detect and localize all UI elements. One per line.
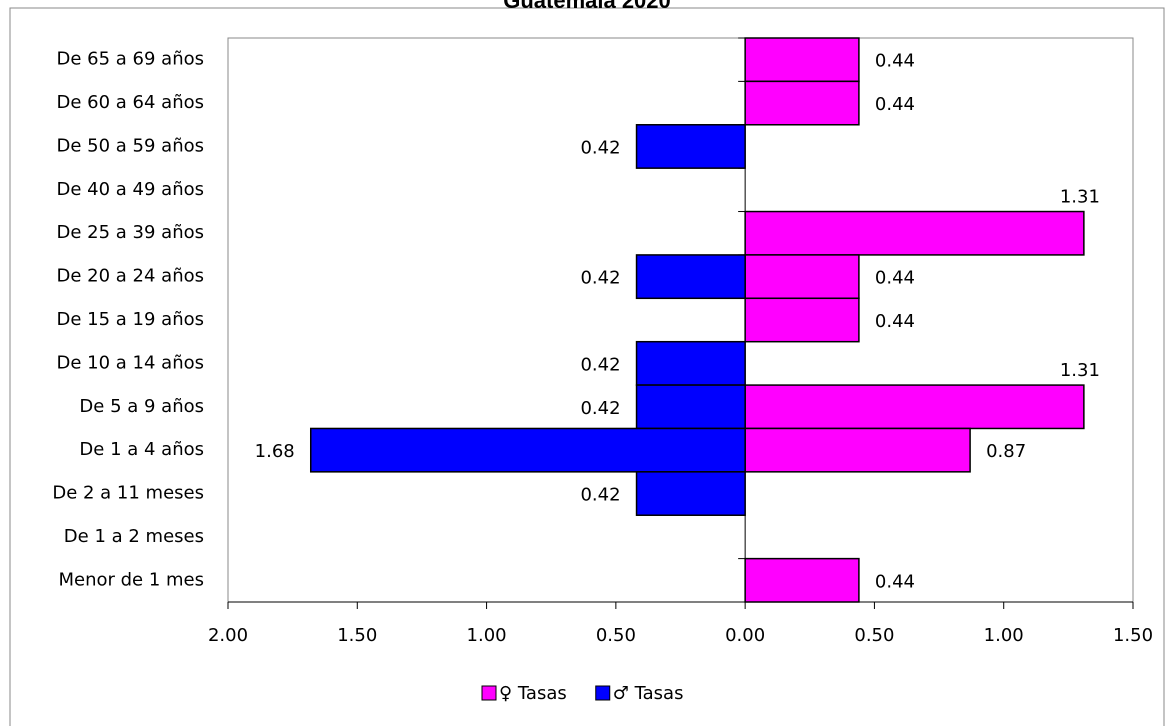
bar [309, 427, 746, 473]
bar [744, 427, 971, 473]
data-label: 0.44 [875, 51, 915, 72]
y-tick-label: De 1 a 2 meses [64, 526, 204, 547]
data-label: 1.31 [1060, 187, 1100, 208]
plot-area [227, 37, 1134, 603]
x-tick-label: 1.50 [337, 625, 377, 646]
bar [744, 210, 1085, 256]
bar [744, 254, 860, 300]
y-tick-label: De 40 a 49 años [57, 179, 205, 200]
y-tick-label: De 15 a 19 años [57, 309, 205, 330]
bar [635, 254, 746, 300]
x-tick-label: 0.00 [725, 625, 765, 646]
bar [744, 384, 1085, 430]
bar [635, 384, 746, 430]
legend-swatch [595, 685, 611, 701]
bar [744, 297, 860, 343]
data-label: 0.87 [986, 441, 1026, 462]
bar [744, 557, 860, 603]
data-label: 0.44 [875, 94, 915, 115]
data-label: 0.42 [580, 268, 620, 289]
y-tick-label: De 20 a 24 años [57, 266, 205, 287]
y-tick-label: De 60 a 64 años [57, 92, 205, 113]
x-tick-label: 1.00 [984, 625, 1024, 646]
bar [744, 80, 860, 126]
y-tick-label: Menor de 1 mes [58, 569, 204, 590]
y-tick-label: De 2 a 11 meses [52, 483, 204, 504]
data-label: 0.42 [580, 137, 620, 158]
legend-label: ♀ Tasas [499, 683, 567, 704]
data-label: 0.44 [875, 311, 915, 332]
bar [635, 340, 746, 386]
y-tick-label: De 10 a 14 años [57, 352, 205, 373]
data-label: 1.68 [255, 441, 295, 462]
bar [744, 37, 860, 83]
x-tick-label: 1.00 [467, 625, 507, 646]
bar [635, 124, 746, 169]
y-tick-label: De 65 a 69 años [57, 49, 205, 70]
x-tick-label: 1.50 [1113, 625, 1153, 646]
legend-label: ♂ Tasas [613, 683, 684, 704]
x-tick-label: 0.50 [596, 625, 636, 646]
data-label: 0.42 [580, 354, 620, 375]
y-tick-label: De 1 a 4 años [79, 439, 204, 460]
y-tick-label: De 5 a 9 años [79, 396, 204, 417]
bar [635, 471, 746, 516]
x-tick-label: 0.50 [854, 625, 894, 646]
data-label: 1.31 [1060, 360, 1100, 381]
y-tick-label: De 50 a 59 años [57, 135, 205, 156]
chart-title: Guatemala 2020 [503, 0, 671, 13]
data-label: 0.44 [875, 571, 915, 592]
data-label: 0.44 [875, 268, 915, 289]
data-label: 0.42 [580, 485, 620, 506]
x-tick-label: 2.00 [208, 625, 248, 646]
legend-swatch [481, 685, 497, 701]
data-label: 0.42 [580, 398, 620, 419]
y-tick-label: De 25 a 39 años [57, 222, 205, 243]
